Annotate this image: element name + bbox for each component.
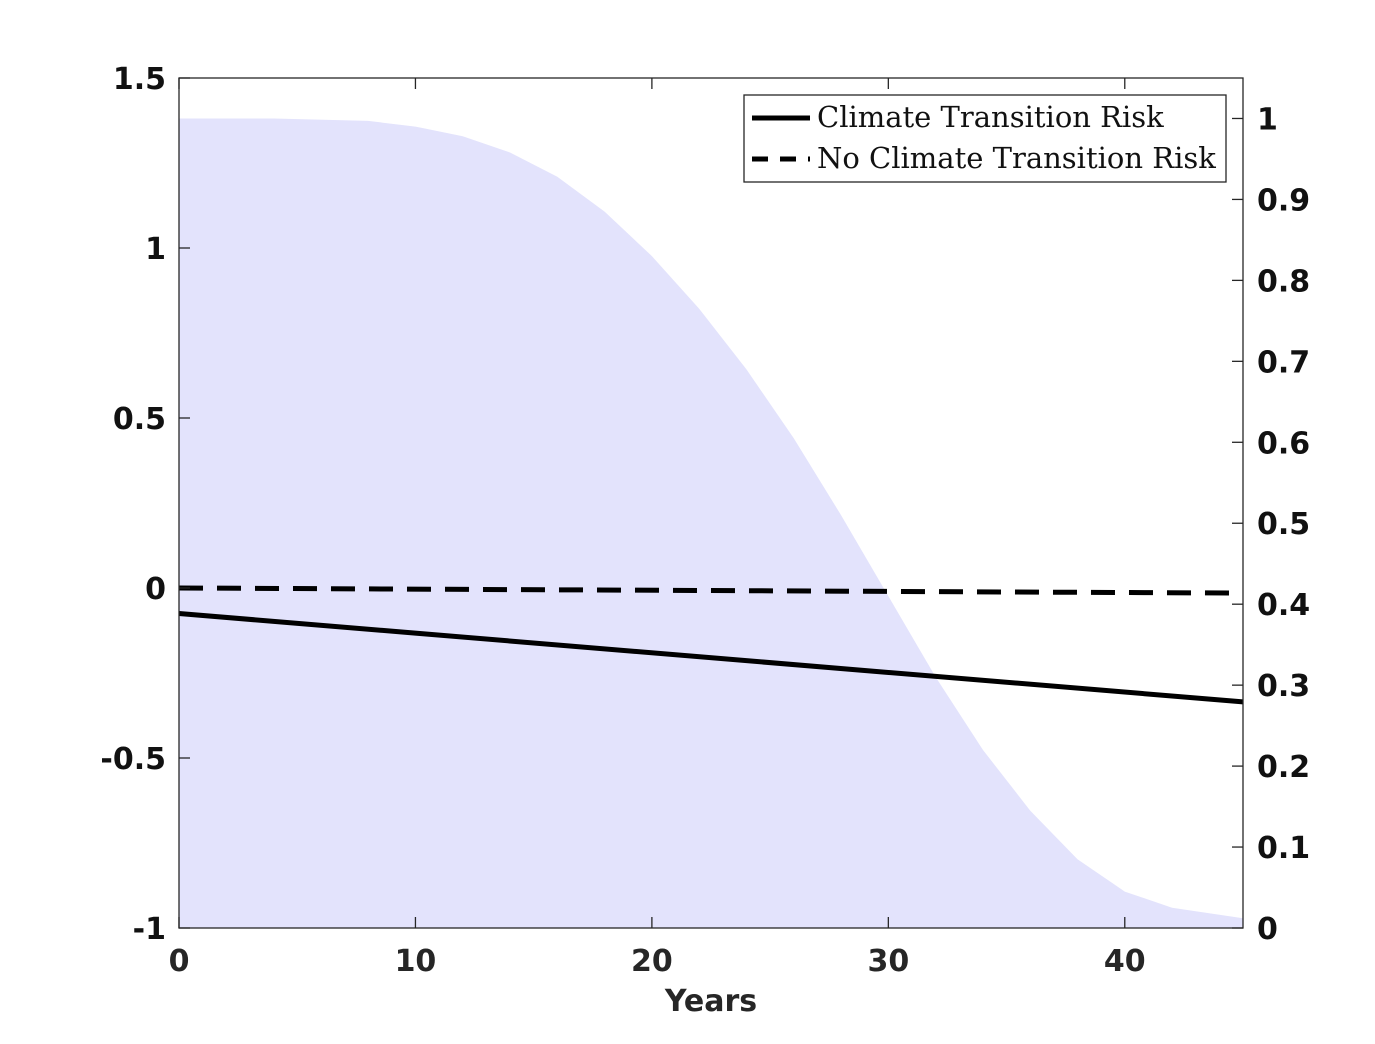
series-layer (178, 585, 1244, 705)
plot-frame (178, 77, 1244, 929)
y-right-tick-label: 0.2 (1257, 750, 1310, 785)
y-right-tick-label: 0.8 (1257, 264, 1310, 299)
x-tick-label: 0 (169, 944, 190, 979)
x-tick-label: 10 (395, 944, 437, 979)
legend-label: No Climate Transition Risk (817, 141, 1216, 175)
y-right-tick-label: 0.5 (1257, 507, 1310, 542)
y-left-tick-label: -1 (133, 912, 166, 947)
series-line-climate-transition-risk (178, 611, 1244, 705)
series-line-no-climate-transition-risk (178, 585, 1244, 596)
y-right-tick-label: 0.1 (1257, 831, 1310, 866)
y-left-tick-label: -0.5 (100, 742, 166, 777)
legend-label: Climate Transition Risk (817, 100, 1164, 134)
y-right-tick-label: 0.4 (1257, 588, 1310, 623)
x-axis-label: Years (664, 984, 757, 1019)
y-right-tick-label: 0.6 (1257, 426, 1310, 461)
y-right-tick-label: 0 (1257, 912, 1278, 947)
x-tick-label: 40 (1104, 944, 1146, 979)
y-right-tick-label: 0.9 (1257, 183, 1310, 218)
x-tick-label: 20 (631, 944, 673, 979)
area-layer (179, 118, 1243, 929)
y-right-tick-label: 0.7 (1257, 345, 1310, 380)
y-left-tick-label: 1.5 (113, 62, 166, 97)
legend-box (743, 94, 1227, 183)
y-right-tick-label: 0.3 (1257, 669, 1310, 704)
y-right-tick-label: 1 (1257, 102, 1278, 137)
y-left-tick-label: 0 (145, 572, 166, 607)
legend: Climate Transition Risk No Climate Transi… (743, 94, 1227, 183)
y-left-tick-label: 0.5 (113, 402, 166, 437)
y-left-tick-label: 1 (145, 232, 166, 267)
probability-area (179, 118, 1243, 929)
axes-layer: 0 10 20 30 40 -1 -0.5 0 0.5 1 1.5 0 0.1 0.2 0.3 0.4 0.5 0… (100, 62, 1310, 1019)
x-tick-label: 30 (867, 944, 909, 979)
